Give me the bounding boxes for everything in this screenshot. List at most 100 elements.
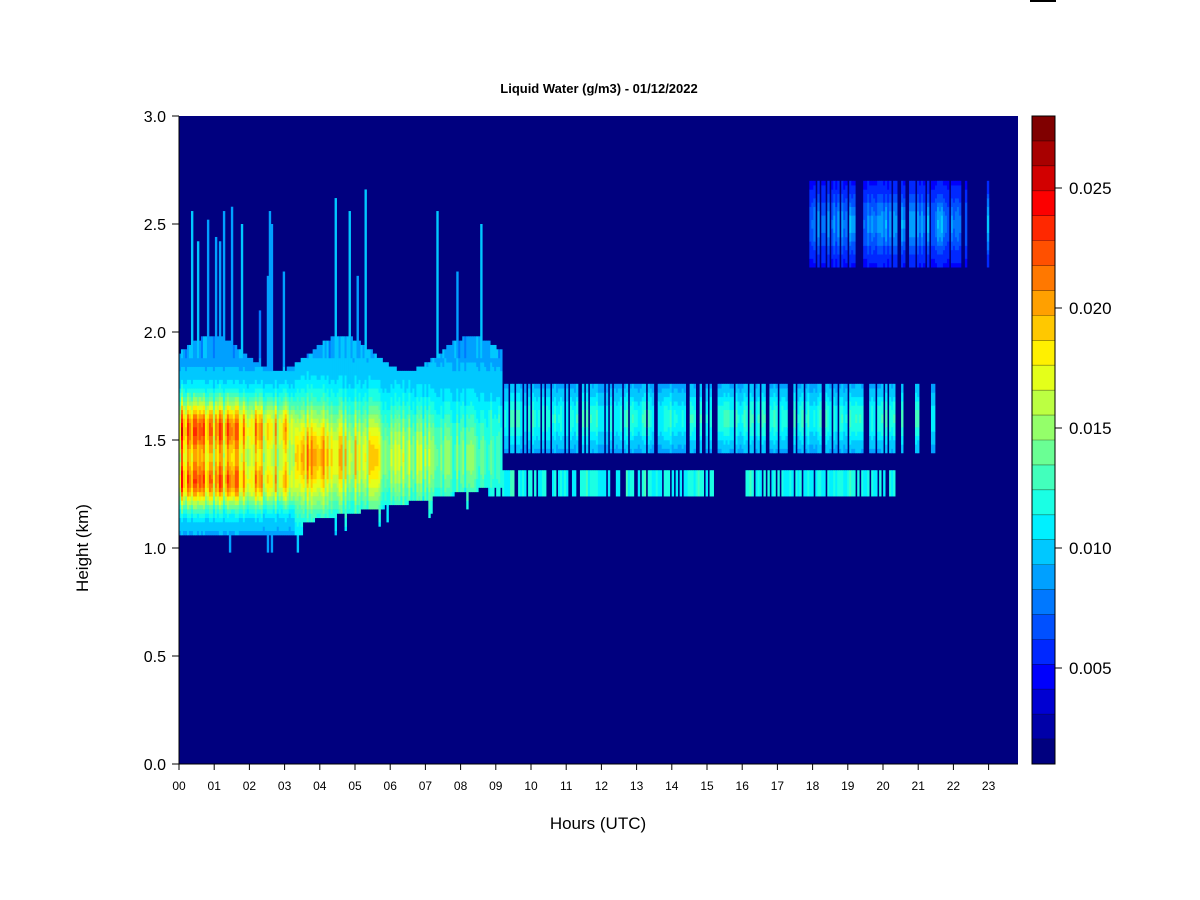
heat-cell <box>228 401 232 406</box>
heat-cell <box>372 427 375 436</box>
heat-cell <box>348 422 351 432</box>
heat-cell <box>276 496 280 501</box>
heat-cell <box>909 211 912 238</box>
heat-cell <box>536 383 539 389</box>
heat-cell <box>236 465 240 471</box>
heat-cell <box>873 388 876 402</box>
heat-cell <box>232 405 236 411</box>
heat-cell <box>182 405 186 411</box>
heat-cell <box>456 388 459 402</box>
heat-cell <box>709 470 712 497</box>
heat-cell <box>344 509 347 519</box>
heat-cell <box>849 215 852 233</box>
heat-cell <box>216 491 220 497</box>
heat-cell <box>234 440 238 449</box>
heat-cell <box>298 431 302 441</box>
heat-cell <box>322 435 326 441</box>
heat-cell <box>340 487 343 493</box>
heat-cell <box>378 409 381 419</box>
heat-cell <box>248 530 252 536</box>
heat-cell <box>208 461 212 471</box>
heat-cell <box>179 422 182 441</box>
heat-cell <box>595 401 599 411</box>
heat-cell <box>244 448 248 462</box>
heat-cell <box>412 370 415 389</box>
heat-cell <box>581 470 585 497</box>
heat-cell <box>757 414 760 424</box>
heat-cell <box>274 414 278 419</box>
heat-cell <box>432 422 435 436</box>
heat-cell <box>841 440 844 454</box>
heat-cell <box>454 357 457 372</box>
heat-cell <box>911 202 914 212</box>
heat-cell <box>548 388 551 398</box>
x-tick-label: 17 <box>771 779 785 793</box>
heat-cell <box>510 435 513 445</box>
heat-cell <box>198 340 202 367</box>
heat-cell <box>783 440 786 449</box>
heat-cell <box>224 409 228 415</box>
heat-cell <box>256 509 260 514</box>
heat-cell <box>518 409 521 428</box>
heat-cell <box>871 193 874 208</box>
heat-cell <box>210 483 214 488</box>
heat-cell <box>817 245 820 255</box>
heat-cell <box>344 483 347 493</box>
heat-cell <box>889 431 892 441</box>
heat-cell <box>833 396 836 406</box>
heat-cell <box>488 444 491 471</box>
heat-cell <box>218 440 222 445</box>
heat-cell <box>344 409 347 419</box>
heat-cell <box>845 180 848 186</box>
heat-cell <box>352 357 355 363</box>
heat-cell <box>649 383 653 389</box>
heat-cell <box>631 470 635 497</box>
heat-cell <box>200 448 204 462</box>
heat-cell <box>444 349 447 359</box>
heat-cell <box>538 440 541 449</box>
heat-cell <box>246 418 250 428</box>
heat-cell <box>813 198 816 208</box>
heat-cell <box>330 509 333 514</box>
heat-cell <box>260 409 264 415</box>
heat-cell <box>200 357 204 367</box>
heat-cell <box>354 340 357 376</box>
heat-cell <box>877 245 880 255</box>
heat-cell <box>238 418 242 445</box>
heat-cell <box>214 461 218 471</box>
heat-cell <box>192 401 196 406</box>
heat-cell <box>290 396 294 406</box>
heat-cell <box>302 517 306 523</box>
heat-cell <box>689 470 693 497</box>
heat-cell <box>260 517 264 523</box>
heat-cell <box>958 232 962 246</box>
heat-cell <box>238 383 242 393</box>
heat-cell <box>248 517 252 532</box>
heat-cell <box>839 396 842 406</box>
heat-cell <box>286 496 290 501</box>
heat-cell <box>358 491 361 497</box>
heat-cell <box>855 383 858 398</box>
heat-cell <box>757 435 760 441</box>
heat-cell <box>250 496 254 501</box>
heat-cell <box>480 474 483 488</box>
heat-cell <box>456 478 459 493</box>
heat-cell <box>188 357 192 367</box>
heat-cell <box>274 509 278 514</box>
heat-cell <box>292 405 296 411</box>
heat-cell <box>202 409 206 415</box>
heat-cell <box>210 435 214 445</box>
heat-cell <box>944 180 948 186</box>
heat-cell <box>256 504 260 510</box>
heat-cell <box>288 401 292 411</box>
heat-cell <box>208 422 212 436</box>
heat-cell <box>833 193 836 203</box>
heat-cell <box>248 383 252 393</box>
heat-cell <box>310 375 314 385</box>
heat-cell <box>200 366 204 380</box>
heat-cell <box>324 504 327 514</box>
heat-cell <box>278 396 282 406</box>
heat-cell <box>589 405 593 415</box>
heat-cell <box>408 496 411 501</box>
heat-cell <box>506 388 509 402</box>
